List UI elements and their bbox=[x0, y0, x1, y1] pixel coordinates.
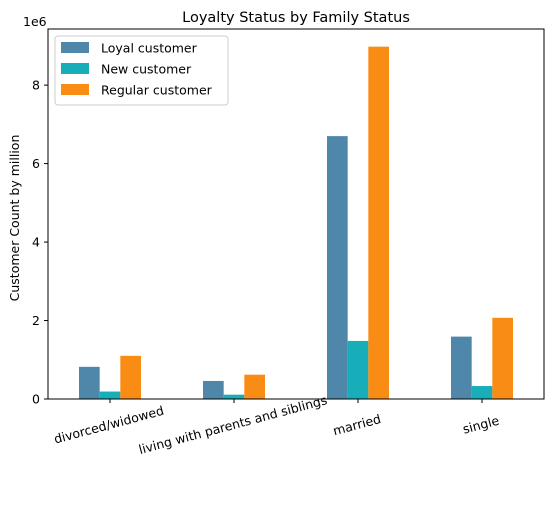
bar bbox=[244, 374, 265, 399]
y-tick-label: 0 bbox=[32, 392, 40, 407]
legend-label: New customer bbox=[101, 62, 192, 77]
x-tick-label: married bbox=[331, 411, 382, 438]
bar bbox=[223, 394, 245, 399]
bar bbox=[79, 366, 100, 399]
bar bbox=[347, 340, 369, 399]
y-tick-label: 6 bbox=[32, 156, 40, 171]
y-axis-label: Customer Count by million bbox=[7, 135, 22, 302]
legend-items: Loyal customer New customer Regular custom… bbox=[61, 41, 213, 98]
legend-swatch bbox=[61, 63, 89, 74]
legend: Loyal customer New customer Regular custom… bbox=[54, 35, 229, 106]
y-tick-label: 8 bbox=[32, 78, 40, 93]
bar bbox=[327, 136, 348, 399]
bar bbox=[471, 386, 493, 399]
bar bbox=[492, 317, 513, 399]
plot-frame bbox=[47, 28, 545, 400]
x-tick-label: single bbox=[461, 413, 501, 437]
bar bbox=[451, 336, 472, 399]
legend-swatch bbox=[61, 84, 89, 95]
bars-layer bbox=[79, 46, 513, 399]
legend-label: Loyal customer bbox=[101, 41, 198, 56]
chart-title: Loyalty Status by Family Status bbox=[182, 10, 410, 26]
legend-frame bbox=[54, 35, 229, 106]
x-tick-label: living with parents and siblings bbox=[137, 392, 329, 457]
bar bbox=[120, 355, 141, 399]
y-tick-label: 4 bbox=[32, 235, 40, 250]
legend-swatch bbox=[61, 42, 89, 53]
bar bbox=[203, 380, 224, 399]
bar bbox=[368, 46, 389, 399]
legend-label: Regular customer bbox=[101, 83, 213, 98]
bar bbox=[99, 391, 121, 399]
y-ticks-layer: 0 2 4 6 8 bbox=[32, 78, 48, 407]
y-axis-offset-label: 1e6 bbox=[23, 14, 47, 29]
y-tick-label: 2 bbox=[32, 313, 40, 328]
